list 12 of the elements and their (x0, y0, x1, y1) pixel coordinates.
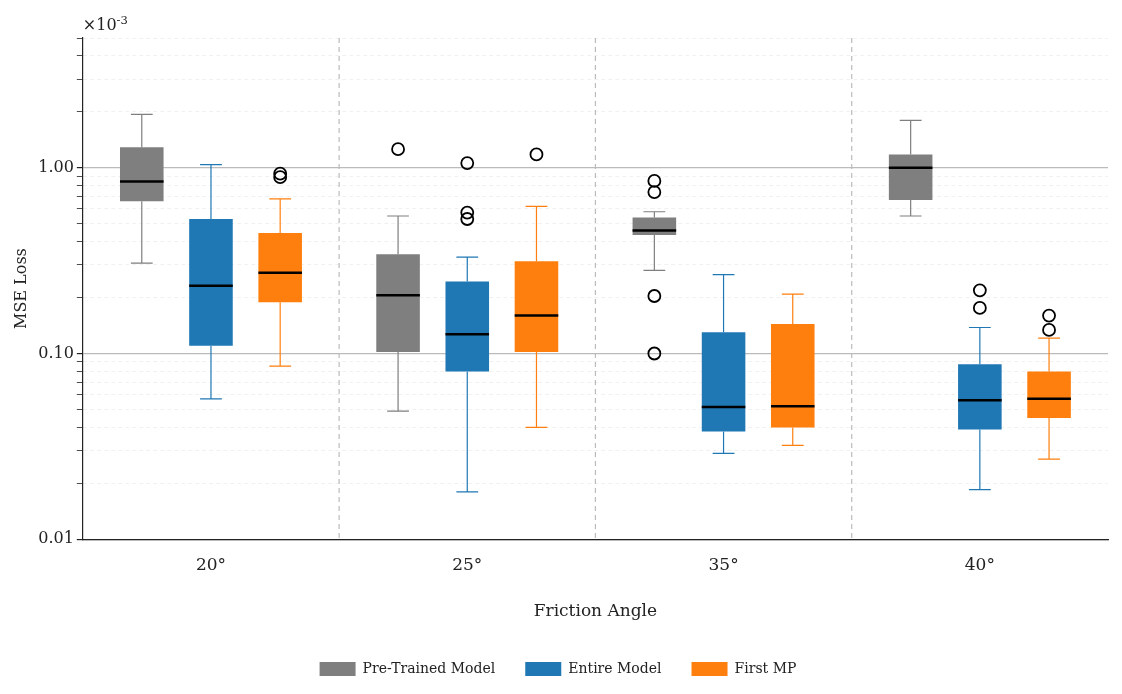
legend-label: Pre-Trained Model (362, 659, 496, 676)
y-tick-label: 0.01 (38, 528, 74, 548)
x-tick-label: 40° (964, 553, 995, 574)
y-tick-label: 0.10 (38, 342, 74, 362)
x-tick-label: 20° (195, 553, 227, 574)
legend-label: First MP (734, 659, 797, 676)
y-axis-title: MSE Loss (10, 248, 30, 329)
y-tick-label: 1.00 (38, 156, 74, 176)
x-axis-title: Friction Angle (533, 600, 658, 621)
legend-label: Entire Model (568, 659, 663, 676)
x-tick-label: 25° (452, 553, 483, 574)
x-tick-label: 35° (708, 553, 739, 574)
